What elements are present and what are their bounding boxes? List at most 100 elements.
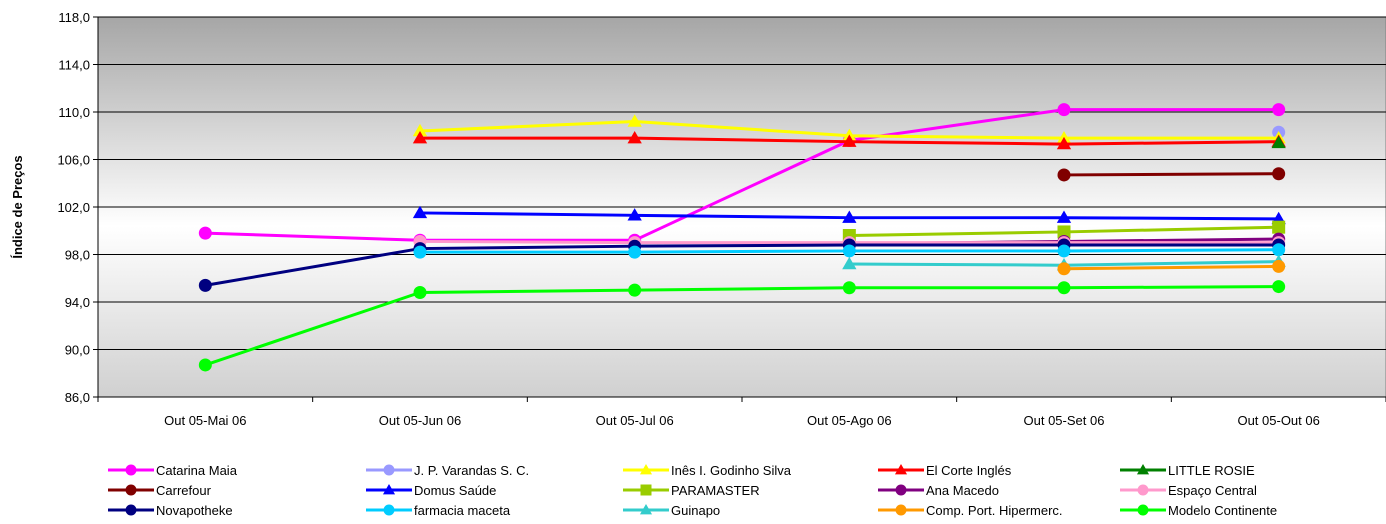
- x-tick-label: Out 05-Jul 06: [596, 413, 674, 428]
- x-tick-label: Out 05-Set 06: [1024, 413, 1105, 428]
- series-line: [204, 285, 1279, 367]
- data-point: [1057, 244, 1071, 258]
- legend-label: Inês I. Godinho Silva: [671, 463, 792, 478]
- legend-item: farmacia maceta: [366, 503, 511, 518]
- data-point: [1137, 484, 1149, 496]
- series-line: [205, 108, 1279, 242]
- legend-item: Inês I. Godinho Silva: [623, 463, 792, 478]
- legend-label: Domus Saúde: [414, 483, 496, 498]
- y-tick-label: 114,0: [58, 58, 90, 73]
- legend-item: Comp. Port. Hipermerc.: [878, 503, 1063, 518]
- data-point: [842, 256, 857, 270]
- x-tick-label: Out 05-Jun 06: [379, 413, 461, 428]
- data-point: [1272, 220, 1286, 234]
- series-line: [205, 243, 1279, 287]
- data-point: [412, 205, 428, 219]
- legend-item: Novapotheke: [108, 503, 233, 518]
- data-point: [1056, 136, 1072, 150]
- x-axis: Out 05-Mai 06 Out 05-Jun 06 Out 05-Jul 06 O…: [97, 396, 1386, 428]
- y-tick-label: 86,0: [65, 390, 90, 405]
- data-point: [627, 114, 642, 127]
- y-tick-label: 110,0: [58, 105, 90, 120]
- legend-item: Ana Macedo: [878, 483, 999, 498]
- data-point: [627, 208, 642, 221]
- data-point: [1272, 167, 1286, 181]
- data-point: [842, 281, 856, 295]
- data-point: [382, 483, 396, 495]
- series: [412, 205, 1286, 225]
- legend-label: Carrefour: [156, 483, 212, 498]
- data-point: [383, 464, 395, 476]
- legend-label: LITTLE ROSIE: [1168, 463, 1255, 478]
- data-point: [412, 130, 428, 144]
- series: [1057, 259, 1286, 276]
- series: [413, 243, 1286, 259]
- data-point: [1272, 280, 1286, 294]
- data-point: [1272, 243, 1286, 257]
- series: [1057, 167, 1286, 182]
- legend-label: PARAMASTER: [671, 483, 760, 498]
- data-point: [640, 484, 652, 496]
- data-point: [1056, 210, 1072, 223]
- x-tick-label: Out 05-Out 06: [1237, 413, 1319, 428]
- data-point: [1057, 168, 1071, 182]
- data-point: [842, 210, 857, 223]
- series-line: [1063, 264, 1279, 271]
- data-point: [1271, 135, 1286, 149]
- legend-item: Carrefour: [108, 483, 212, 498]
- data-point: [639, 503, 653, 515]
- x-tick-label: Out 05-Mai 06: [164, 413, 246, 428]
- y-tick-label: 90,0: [65, 343, 90, 358]
- y-tick-label: 118,0: [58, 10, 90, 25]
- legend-label: Catarina Maia: [156, 463, 238, 478]
- legend-label: Modelo Continente: [1168, 503, 1277, 518]
- data-point: [198, 278, 212, 292]
- data-point: [413, 245, 427, 259]
- legend-item: Modelo Continente: [1120, 503, 1277, 518]
- data-point: [628, 245, 642, 259]
- legend-item: Espaço Central: [1120, 483, 1257, 498]
- data-point: [198, 358, 212, 372]
- legend-label: J. P. Varandas S. C.: [414, 463, 529, 478]
- legend-label: El Corte Inglés: [926, 463, 1012, 478]
- legend-item: Domus Saúde: [366, 483, 496, 498]
- legend-label: Novapotheke: [156, 503, 233, 518]
- data-point: [639, 463, 653, 475]
- data-point: [627, 130, 642, 144]
- y-axis-label: Índice de Preços: [10, 155, 25, 258]
- legend-item: El Corte Inglés: [878, 463, 1012, 478]
- data-point: [125, 464, 137, 476]
- data-point: [1057, 281, 1071, 295]
- legend: Catarina Maia J. P. Varandas S. C. Inês I.…: [108, 463, 1277, 518]
- data-point: [895, 484, 907, 496]
- legend-item: PARAMASTER: [623, 483, 760, 498]
- data-point: [1137, 504, 1149, 516]
- data-point: [1272, 103, 1286, 117]
- data-point: [383, 504, 395, 516]
- data-point: [412, 123, 428, 137]
- data-point: [125, 504, 137, 516]
- series-line: [1063, 172, 1279, 177]
- legend-label: Espaço Central: [1168, 483, 1257, 498]
- data-point: [198, 226, 212, 240]
- y-tick-label: 106,0: [57, 153, 90, 168]
- y-tick-label: 98,0: [65, 248, 90, 263]
- series: [198, 280, 1286, 372]
- data-point: [413, 286, 427, 299]
- series-group: [198, 103, 1286, 372]
- y-tick-label: 102,0: [57, 200, 90, 215]
- legend-item: LITTLE ROSIE: [1120, 463, 1255, 478]
- data-point: [1057, 225, 1071, 239]
- y-axis: 86,0 90,0 94,0 98,0 102,0 106,0 110,0 114,0 118,…: [57, 10, 99, 405]
- data-point: [895, 504, 907, 516]
- data-point: [894, 463, 908, 475]
- series: [1271, 135, 1286, 149]
- legend-item: Catarina Maia: [108, 463, 238, 478]
- legend-label: farmacia maceta: [414, 503, 511, 518]
- data-point: [842, 244, 856, 258]
- data-point: [842, 134, 857, 147]
- legend-item: J. P. Varandas S. C.: [366, 463, 529, 478]
- data-point: [628, 283, 642, 297]
- data-point: [125, 484, 137, 496]
